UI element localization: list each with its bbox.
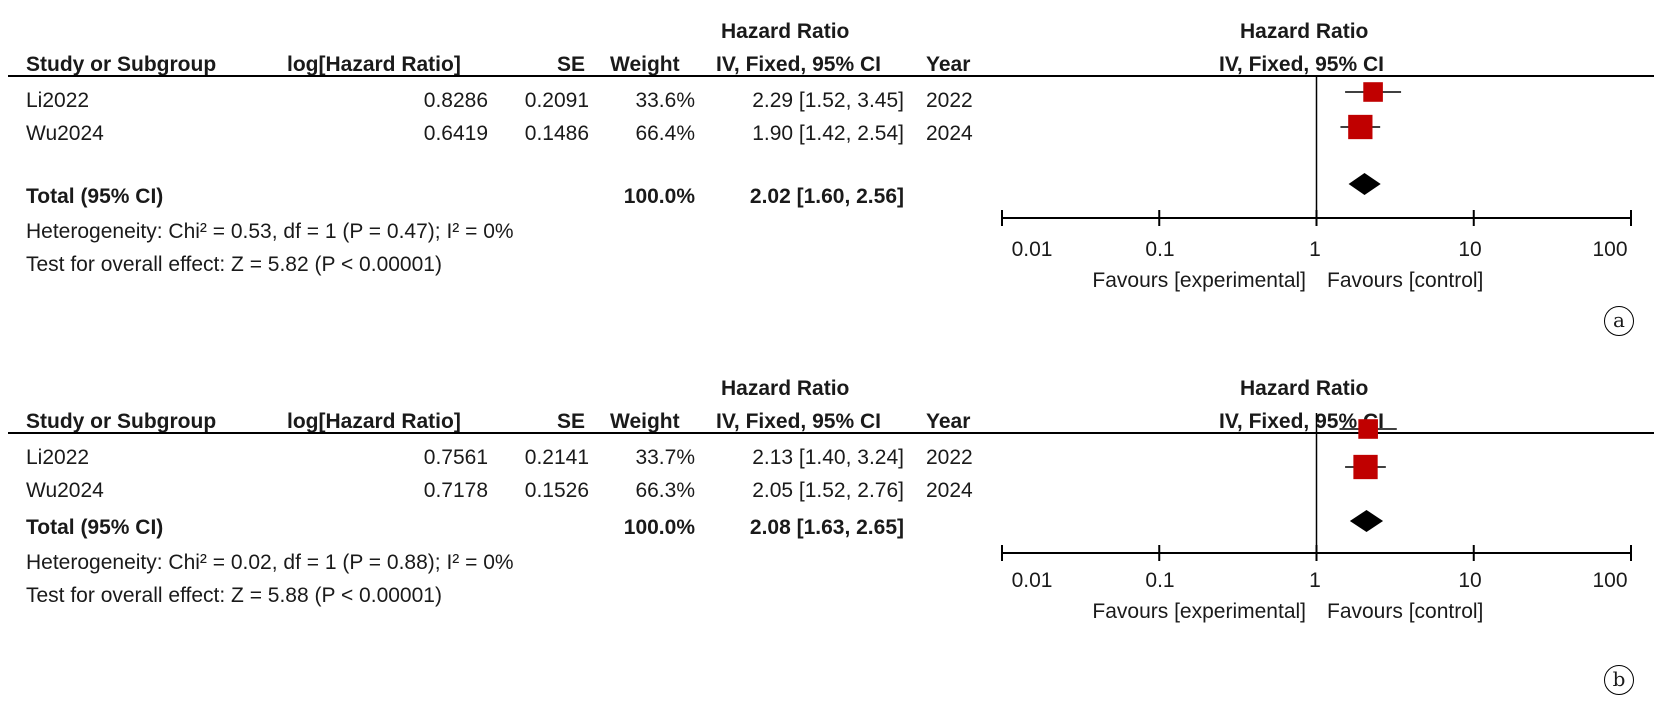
se-column-header: SE xyxy=(557,53,586,76)
favours-control-label: Favours [control] xyxy=(1327,600,1484,623)
study-name: Wu2024 xyxy=(26,479,104,502)
heterogeneity-text: Heterogeneity: Chi² = 0.53, df = 1 (P = … xyxy=(26,220,514,243)
ci-column-header: IV, Fixed, 95% CI xyxy=(716,410,881,433)
study-name: Li2022 xyxy=(26,89,90,112)
panel-label: b xyxy=(1604,665,1634,695)
study-year: 2022 xyxy=(926,446,973,469)
total-ci: 2.02 [1.60, 2.56] xyxy=(749,185,904,208)
forest-panel-a: Hazard Ratio Hazard Ratio Study or Subgr… xyxy=(0,0,1654,354)
study-loghr: 0.7178 xyxy=(423,479,488,502)
hr-group-header: Hazard Ratio xyxy=(721,377,850,400)
year-column-header: Year xyxy=(926,410,971,433)
se-column-header: SE xyxy=(557,410,586,433)
study-year: 2024 xyxy=(926,479,973,502)
plot-method-header: IV, Fixed, 95% CI xyxy=(1219,53,1384,76)
study-loghr: 0.8286 xyxy=(423,89,488,112)
study-weight: 66.3% xyxy=(635,479,695,502)
x-tick-label: 0.1 xyxy=(1145,569,1175,592)
loghr-column-header: log[Hazard Ratio] xyxy=(287,410,461,433)
plot-method-header: IV, Fixed, 95% CI xyxy=(1219,410,1384,433)
overall-effect-text: Test for overall effect: Z = 5.88 (P < 0… xyxy=(26,584,442,607)
x-tick-label: 100 xyxy=(1592,238,1628,261)
year-column-header: Year xyxy=(926,53,971,76)
study-ci: 1.90 [1.42, 2.54] xyxy=(752,122,904,145)
weight-column-header: Weight xyxy=(610,53,680,76)
forest-plot-svg xyxy=(1001,413,1632,561)
plot-group-header: Hazard Ratio xyxy=(1240,377,1369,400)
study-loghr: 0.6419 xyxy=(423,122,488,145)
study-column-header: Study or Subgroup xyxy=(26,53,217,76)
favours-experimental-label: Favours [experimental] xyxy=(1092,269,1306,292)
total-label: Total (95% CI) xyxy=(26,516,164,539)
panel-label: a xyxy=(1604,306,1634,336)
study-column-header: Study or Subgroup xyxy=(26,410,217,433)
study-se: 0.1526 xyxy=(524,479,589,502)
study-effect-marker xyxy=(1348,114,1373,140)
study-ci: 2.13 [1.40, 3.24] xyxy=(752,446,904,469)
plot-group-header: Hazard Ratio xyxy=(1240,20,1369,43)
study-se: 0.2141 xyxy=(524,446,589,469)
x-tick-label: 1 xyxy=(1309,569,1321,592)
total-diamond xyxy=(1349,510,1384,532)
study-loghr: 0.7561 xyxy=(423,446,488,469)
study-ci: 2.05 [1.52, 2.76] xyxy=(752,479,904,502)
total-label: Total (95% CI) xyxy=(26,185,164,208)
header-rule xyxy=(8,75,1654,77)
overall-effect-text: Test for overall effect: Z = 5.82 (P < 0… xyxy=(26,253,442,276)
total-ci: 2.08 [1.63, 2.65] xyxy=(749,516,904,539)
x-tick-label: 10 xyxy=(1458,569,1482,592)
study-weight: 33.7% xyxy=(635,446,695,469)
x-tick-label: 0.1 xyxy=(1145,238,1175,261)
favours-experimental-label: Favours [experimental] xyxy=(1092,600,1306,623)
x-tick-label: 1 xyxy=(1309,238,1321,261)
x-tick-label: 100 xyxy=(1592,569,1628,592)
header-rule xyxy=(8,432,1654,434)
study-effect-marker xyxy=(1353,454,1378,480)
total-weight: 100.0% xyxy=(623,185,695,208)
forest-panel-b: Hazard Ratio Hazard Ratio Study or Subgr… xyxy=(0,357,1654,711)
total-diamond xyxy=(1348,173,1381,195)
study-ci: 2.29 [1.52, 3.45] xyxy=(752,89,904,112)
hr-group-header: Hazard Ratio xyxy=(721,20,850,43)
forest-plot-svg xyxy=(1001,76,1632,226)
weight-column-header: Weight xyxy=(610,410,680,433)
study-year: 2024 xyxy=(926,122,973,145)
study-weight: 66.4% xyxy=(635,122,695,145)
total-weight: 100.0% xyxy=(623,516,695,539)
study-se: 0.1486 xyxy=(524,122,589,145)
study-name: Li2022 xyxy=(26,446,90,469)
study-effect-marker xyxy=(1363,82,1383,102)
study-se: 0.2091 xyxy=(524,89,589,112)
loghr-column-header: log[Hazard Ratio] xyxy=(287,53,461,76)
x-tick-label: 10 xyxy=(1458,238,1482,261)
heterogeneity-text: Heterogeneity: Chi² = 0.02, df = 1 (P = … xyxy=(26,551,514,574)
study-effect-marker xyxy=(1358,419,1378,439)
x-tick-label: 0.01 xyxy=(1011,238,1053,261)
study-year: 2022 xyxy=(926,89,973,112)
ci-column-header: IV, Fixed, 95% CI xyxy=(716,53,881,76)
study-name: Wu2024 xyxy=(26,122,104,145)
favours-control-label: Favours [control] xyxy=(1327,269,1484,292)
x-tick-label: 0.01 xyxy=(1011,569,1053,592)
study-weight: 33.6% xyxy=(635,89,695,112)
